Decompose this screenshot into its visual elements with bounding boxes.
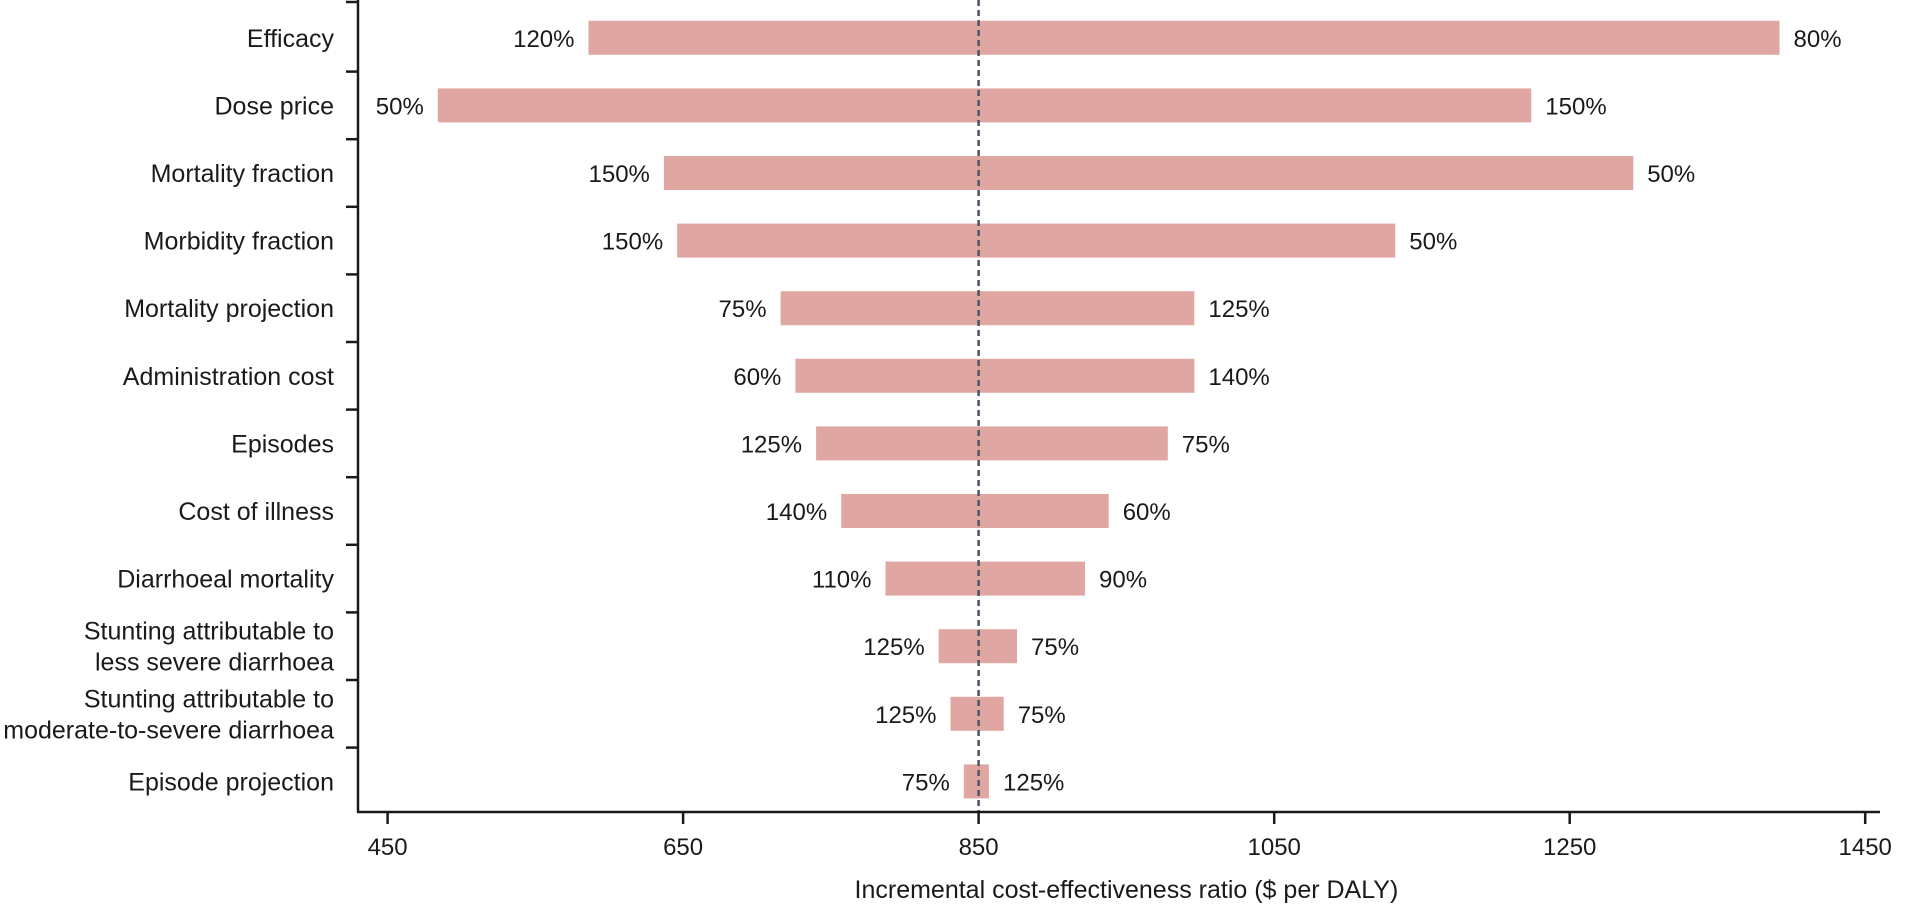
bar-0 (588, 20, 1780, 55)
bar-1 (437, 88, 1532, 123)
category-label-line: Stunting attributable to (84, 685, 334, 713)
category-label-line: Dose price (215, 92, 335, 120)
category-label-6: Episodes (231, 430, 334, 458)
bar-high-label-1: 150% (1545, 93, 1606, 120)
x-tick-label-1: 650 (663, 834, 703, 861)
bar-high-label-10: 75% (1018, 702, 1066, 729)
category-label-2: Mortality fraction (151, 160, 334, 188)
bar-6 (816, 426, 1168, 461)
bar-high-label-2: 50% (1647, 161, 1695, 188)
bar-low-label-3: 150% (602, 229, 663, 256)
bar-high-label-5: 140% (1208, 364, 1269, 391)
x-tick-label-4: 1250 (1543, 834, 1596, 861)
x-tick-label-2: 850 (959, 834, 999, 861)
bar-high-label-6: 75% (1182, 431, 1230, 458)
bar-low-label-8: 110% (812, 567, 872, 594)
bar-5 (795, 358, 1195, 393)
bar-high-label-8: 90% (1099, 567, 1147, 594)
category-label-10: Stunting attributable to moderate-to-seve… (3, 685, 334, 744)
bar-low-label-7: 140% (766, 499, 827, 526)
category-label-4: Mortality projection (124, 295, 334, 323)
category-label-line: Efficacy (247, 25, 335, 53)
category-label-8: Diarrhoeal mortality (117, 566, 334, 594)
category-label-0: Efficacy (247, 25, 335, 53)
category-label-line: moderate-to-severe diarrhoea (3, 716, 334, 744)
bar-low-label-9: 125% (863, 634, 924, 661)
category-label-9: Stunting attributable to less severe diar… (84, 618, 334, 677)
category-label-line: Episode projection (128, 768, 334, 796)
bar-low-label-11: 75% (902, 769, 950, 796)
bar-11 (963, 764, 989, 799)
category-label-line: less severe diarrhoea (95, 649, 334, 677)
bar-low-label-6: 125% (741, 431, 802, 458)
labels-layer: 120% 80% Efficacy 50% 150% Dose price 150% 50% M… (3, 25, 1841, 797)
category-label-line: Episodes (231, 430, 334, 458)
bar-low-label-1: 50% (376, 93, 424, 120)
category-label-line: Mortality fraction (151, 160, 334, 188)
bar-high-label-0: 80% (1794, 26, 1842, 53)
bar-high-label-3: 50% (1409, 229, 1457, 256)
x-tick-label-0: 450 (368, 834, 408, 861)
category-label-5: Administration cost (123, 363, 334, 391)
bars-layer (437, 20, 1780, 799)
bar-high-label-11: 125% (1003, 769, 1064, 796)
bar-2 (663, 156, 1634, 190)
bar-low-label-5: 60% (733, 364, 781, 391)
x-axis-title: Incremental cost-effectiveness ratio ($ … (855, 876, 1399, 904)
bar-low-label-4: 75% (719, 296, 767, 323)
x-tick-label-5: 1450 (1839, 834, 1892, 861)
category-label-line: Diarrhoeal mortality (117, 566, 334, 594)
bar-high-label-9: 75% (1031, 634, 1079, 661)
x-tick-label-3: 1050 (1248, 834, 1301, 861)
bar-10 (950, 696, 1004, 731)
bar-8 (885, 561, 1085, 596)
bar-7 (841, 494, 1109, 528)
category-label-3: Morbidity fraction (144, 228, 334, 256)
category-label-11: Episode projection (128, 768, 334, 796)
category-label-line: Stunting attributable to (84, 618, 334, 646)
bar-4 (780, 291, 1195, 326)
bar-3 (677, 223, 1396, 258)
category-label-line: Morbidity fraction (144, 228, 334, 256)
bar-low-label-10: 125% (875, 702, 936, 729)
category-label-1: Dose price (215, 92, 335, 120)
bar-low-label-2: 150% (589, 161, 650, 188)
bar-low-label-0: 120% (513, 26, 574, 53)
bar-high-label-4: 125% (1208, 296, 1269, 323)
category-label-line: Mortality projection (124, 295, 334, 323)
bar-high-label-7: 60% (1123, 499, 1171, 526)
category-label-line: Administration cost (123, 363, 334, 391)
category-label-line: Cost of illness (178, 498, 334, 526)
axes-layer: 450 650 850 1050 1250 1450 (346, 0, 1892, 861)
category-label-7: Cost of illness (178, 498, 334, 526)
